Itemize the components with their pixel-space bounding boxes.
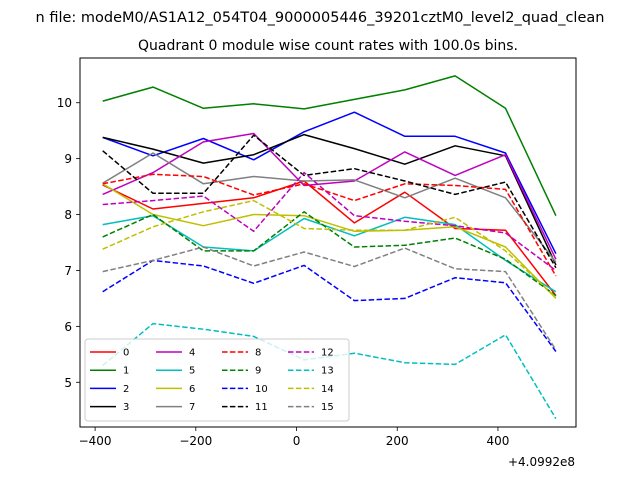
chart-title: Quadrant 0 module wise count rates with … — [138, 38, 518, 54]
series-line-1 — [102, 75, 557, 217]
series-line-15 — [102, 246, 557, 351]
series-line-4 — [102, 132, 557, 260]
figure-suptitle: n file: modeM0/AS1A12_054T04_9000005446_… — [36, 10, 605, 26]
series-line-5 — [102, 214, 557, 293]
x-axis-offset-label: +4.0992e8 — [508, 455, 575, 469]
x-tick-label: −400 — [79, 434, 112, 448]
y-tick-label: 9 — [64, 152, 72, 166]
legend-label-9: 9 — [255, 366, 261, 377]
series-line-0 — [102, 180, 557, 297]
legend-label-10: 10 — [255, 384, 268, 395]
legend-label-14: 14 — [321, 384, 334, 395]
series-line-11 — [102, 134, 557, 269]
x-tick-label: 0 — [293, 434, 301, 448]
legend-label-1: 1 — [123, 366, 129, 377]
legend-label-13: 13 — [321, 366, 334, 377]
legend-label-3: 3 — [123, 402, 129, 413]
y-tick-label: 5 — [64, 376, 72, 390]
axes-frame — [79, 57, 577, 428]
series-line-3 — [102, 133, 557, 266]
y-tick-label: 8 — [64, 208, 72, 222]
series-line-2 — [102, 111, 557, 255]
series-line-6 — [102, 183, 557, 299]
x-tick-label: 400 — [486, 434, 509, 448]
legend-label-6: 6 — [189, 384, 195, 395]
legend-label-8: 8 — [255, 348, 261, 359]
y-tick-label: 10 — [57, 96, 72, 110]
legend-label-4: 4 — [189, 348, 195, 359]
x-tick-label: −200 — [179, 434, 212, 448]
legend-label-5: 5 — [189, 366, 195, 377]
series-line-12 — [102, 171, 557, 272]
legend-label-12: 12 — [321, 348, 334, 359]
x-axis: −400 −200 0 200 400 — [79, 427, 509, 448]
y-tick-label: 7 — [64, 264, 72, 278]
y-axis: 5 6 7 8 9 10 — [57, 96, 80, 390]
legend-label-2: 2 — [123, 384, 129, 395]
legend-box — [84, 338, 350, 422]
legend-label-7: 7 — [189, 402, 195, 413]
series-line-14 — [102, 199, 557, 298]
series-line-8 — [102, 173, 557, 277]
plot-area — [102, 75, 557, 419]
y-tick-label: 6 — [64, 320, 72, 334]
x-tick-label: 200 — [386, 434, 409, 448]
legend-label-11: 11 — [255, 402, 268, 413]
legend-label-0: 0 — [123, 348, 129, 359]
series-line-10 — [102, 259, 557, 352]
legend-label-15: 15 — [321, 402, 334, 413]
